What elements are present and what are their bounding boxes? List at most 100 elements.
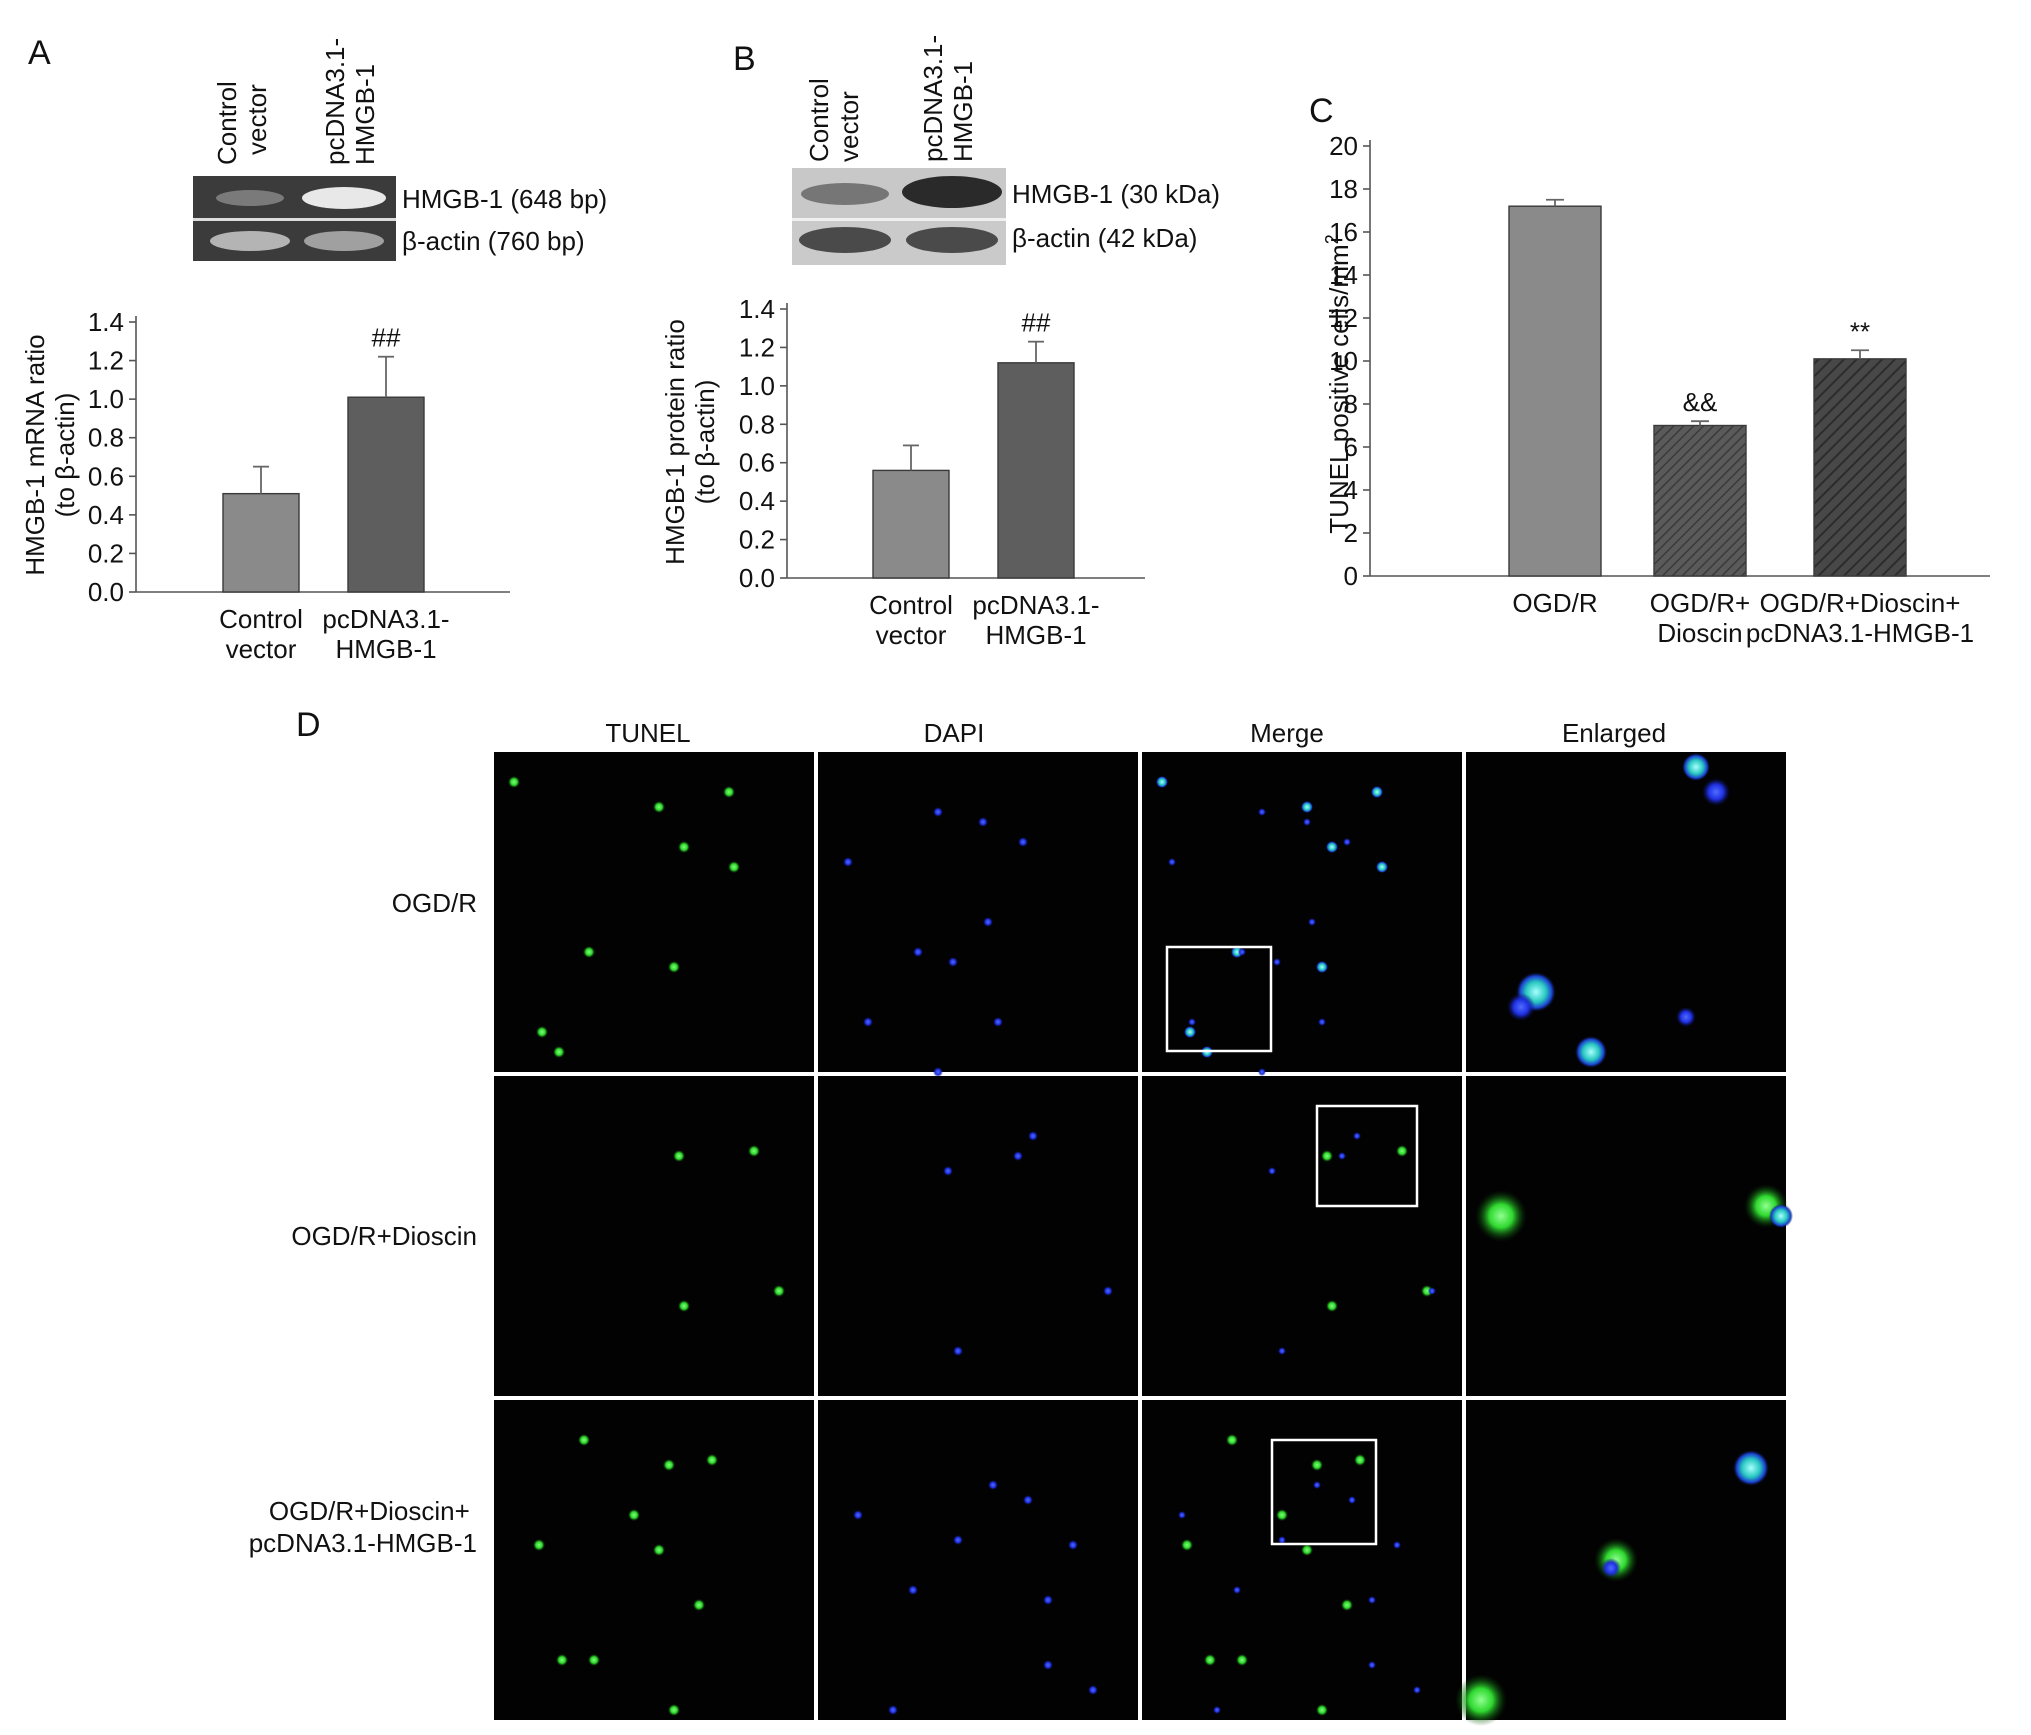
y-axis-label-c-sup: 2 [1322,234,1342,244]
svg-text:pcDNA3.1- HMGB-1: pcDNA3.1- HMGB-1 [918,28,978,162]
micrograph-enlarged-row-3 [1455,1400,1786,1726]
blot-image-b [792,168,1006,265]
y-axis-label-a-line: (to β-actin) [50,393,80,518]
x-tick-label-b-2: HMGB-1 [985,620,1086,650]
y-tick-label-b: 1.4 [739,294,775,324]
svg-text:pcDNA3.1- HMGB-1: pcDNA3.1- HMGB-1 [320,31,380,165]
blot-b-lane-2-line-2: HMGB-1 [948,61,978,162]
micrograph-dapi-row-1 [818,752,1138,1077]
x-tick-label-c-1: OGD/R [1512,588,1597,618]
y-tick-label-b: 1.2 [739,332,775,362]
col-header-dapi: DAPI [924,718,985,748]
col-header-tunel: TUNEL [605,718,690,748]
bar-c-3 [1813,358,1907,577]
row-label-ogdr-dioscin-pcdna: OGD/R+Dioscin+ pcDNA3.1-HMGB-1 [249,1496,477,1558]
x-tick-label-c-3: pcDNA3.1-HMGB-1 [1746,618,1974,648]
micrograph-merge-row-3 [1142,1400,1462,1720]
blot-b-band-label-2: β-actin (42 kDa) [1012,223,1197,253]
blot-b-band-actin-control [799,227,891,253]
blot-b-band-hmgb1-control [801,183,889,205]
x-tick-label-c-3: OGD/R+Dioscin+ [1760,588,1961,618]
panel-letter-b: B [733,40,756,78]
y-tick-label-c: 12 [1329,303,1358,333]
gel-a-band-hmgb1-control [216,190,284,206]
y-tick-label-a: 0.4 [88,500,124,530]
y-tick-label-c: 18 [1329,174,1358,204]
blot-b-lane-2-line-1: pcDNA3.1- [918,35,948,162]
sig-mark-b-2: ## [1022,308,1051,338]
svg-text:Control vector: Control vector [804,71,864,162]
y-tick-label-b: 1.0 [739,371,775,401]
y-axis-label-c: TUNEL positive cells/mm2 [1322,234,1354,533]
y-axis-label-c-main: TUNEL positive cells/mm [1324,244,1354,533]
y-tick-label-a: 1.2 [88,346,124,376]
gel-a-lane-labels: Control vector pcDNA3.1- HMGB-1 [212,31,380,165]
y-axis-label-b-line: (to β-actin) [690,380,720,505]
x-tick-label-c-2: OGD/R+ [1650,588,1750,618]
y-tick-label-a: 1.4 [88,307,124,337]
gel-a-lane-1-line-1: Control [212,81,242,165]
y-tick-label-c: 4 [1344,475,1358,505]
micrograph-tunel-row-2 [494,1076,814,1396]
blot-b-lane-labels: Control vector pcDNA3.1- HMGB-1 [804,28,978,162]
x-tick-label-b-2: pcDNA3.1- [972,590,1099,620]
col-header-enlarged: Enlarged [1562,718,1666,748]
y-tick-label-a: 0.0 [88,577,124,607]
micrograph-tunel-row-3 [494,1400,814,1720]
sig-mark-c-2: && [1683,387,1718,417]
y-tick-label-c: 20 [1329,131,1358,161]
gel-a-band-actin-pcdna [304,231,384,251]
panel-letter-c: C [1309,92,1334,130]
gel-a-band-label-1: HMGB-1 (648 bp) [402,184,607,214]
row-label-3-line-1: OGD/R+Dioscin+ [269,1496,470,1526]
micrograph-dapi-row-2 [818,1076,1138,1396]
y-tick-label-a: 0.6 [88,461,124,491]
micrograph-enlarged-row-1 [1466,752,1786,1072]
y-tick-label-c: 10 [1329,346,1358,376]
row-label-ogdr: OGD/R [392,888,477,918]
y-tick-label-b: 0.8 [739,409,775,439]
micrograph-merge-row-1 [1142,752,1462,1076]
row-label-3-line-2: pcDNA3.1-HMGB-1 [249,1528,477,1558]
gel-a-band-hmgb1-pcdna [302,187,386,209]
gel-image-a [193,176,396,261]
gel-a-band-actin-control [210,231,290,251]
micrograph-enlarged-row-2 [1466,1076,1793,1396]
micrograph-merge-row-2 [1142,1076,1462,1396]
y-tick-label-c: 6 [1344,432,1358,462]
gel-a-lane-1-line-2: vector [242,84,272,155]
y-tick-label-b: 0.0 [739,563,775,593]
micrograph-tunel-row-1 [494,752,814,1072]
sig-mark-c-3: ** [1850,316,1870,346]
y-axis-label-a: HMGB-1 mRNA ratio(to β-actin) [20,334,80,575]
blot-b-band-actin-pcdna [906,227,998,253]
gel-a-lane-2-line-2: HMGB-1 [350,64,380,165]
y-tick-label-c: 14 [1329,260,1358,290]
y-tick-label-b: 0.6 [739,448,775,478]
panel-letter-d: D [296,706,321,744]
y-tick-label-c: 16 [1329,217,1358,247]
col-header-merge: Merge [1250,718,1324,748]
zoom-box-row-2 [1315,1104,1419,1208]
blot-b-lane-1-line-1: Control [804,78,834,162]
row-label-ogdr-dioscin: OGD/R+Dioscin [291,1221,477,1251]
x-tick-label-a-2: pcDNA3.1- [322,604,449,634]
blot-b-band-hmgb1-pcdna [902,176,1002,208]
micrograph-grid [490,748,1793,1726]
y-tick-label-c: 2 [1344,518,1358,548]
bar-chart-c: 0 2 4 6 8 10 12 14 16 18 20 OGD/R && OGD/R+Dioscin ** O… [1322,131,1990,648]
micrograph-dapi-row-3 [818,1400,1138,1720]
y-axis-label-b-line: HMGB-1 protein ratio [660,319,690,565]
gel-a-band-label-2: β-actin (760 bp) [402,226,585,256]
bar-c-2 [1653,424,1747,577]
y-axis-label-b: HMGB-1 protein ratio(to β-actin) [660,319,720,565]
blot-b-band-label-1: HMGB-1 (30 kDa) [1012,179,1220,209]
x-tick-label-a-2: HMGB-1 [335,634,436,664]
bar-a-2 [347,396,425,593]
y-tick-label-c: 8 [1344,389,1358,419]
x-tick-label-a-1: Control [219,604,303,634]
gel-a-lane-2-line-1: pcDNA3.1- [320,38,350,165]
